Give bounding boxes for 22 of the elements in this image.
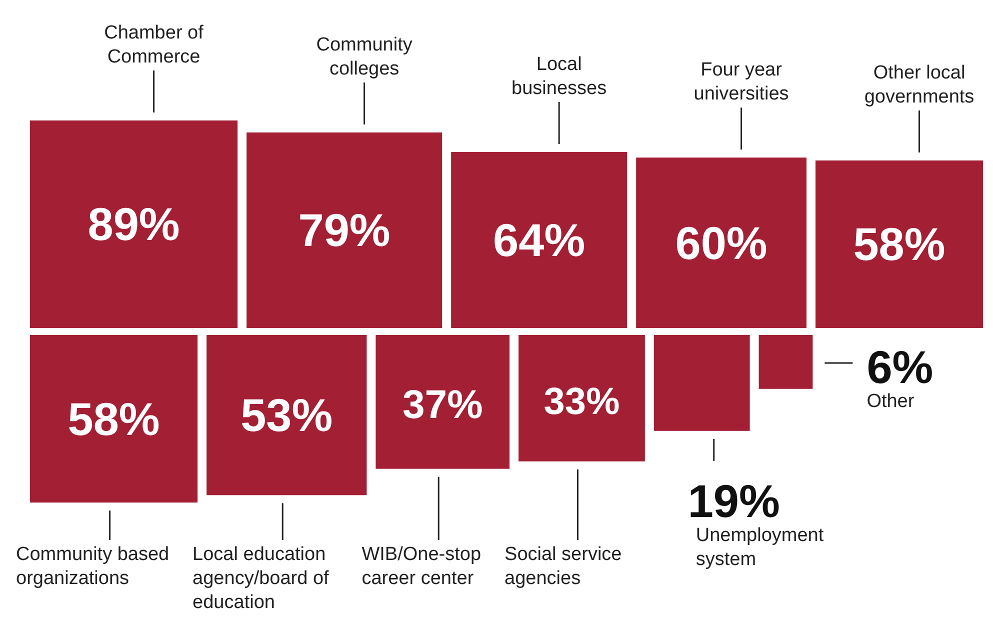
category-label: Other local governments <box>864 62 974 108</box>
data-label: 6% <box>866 341 934 393</box>
category-label: Other <box>866 391 915 412</box>
data-label: 60% <box>675 216 768 269</box>
category-label: Social service agencies <box>504 544 622 589</box>
category-label: WIB/One-stop career center <box>362 544 482 589</box>
data-label: 33% <box>544 381 620 424</box>
category-label: Chamber of Commerce <box>104 22 204 68</box>
category-label: Four year universities <box>694 60 789 105</box>
data-label: 79% <box>298 204 390 256</box>
category-label: Local businesses <box>512 54 607 99</box>
category-label: Unemployment system <box>696 524 824 570</box>
data-label: 58% <box>853 218 946 270</box>
data-label: 19% <box>688 474 780 527</box>
data-label: 58% <box>68 392 160 445</box>
category-label: Community based organizations <box>16 544 170 589</box>
category-label: Local education agency/board of education <box>192 544 330 613</box>
data-label: 37% <box>402 382 483 427</box>
category-label: Community colleges <box>316 34 413 80</box>
data-label: 53% <box>240 389 333 442</box>
data-label: 64% <box>493 214 586 266</box>
data-label: 89% <box>88 198 180 250</box>
